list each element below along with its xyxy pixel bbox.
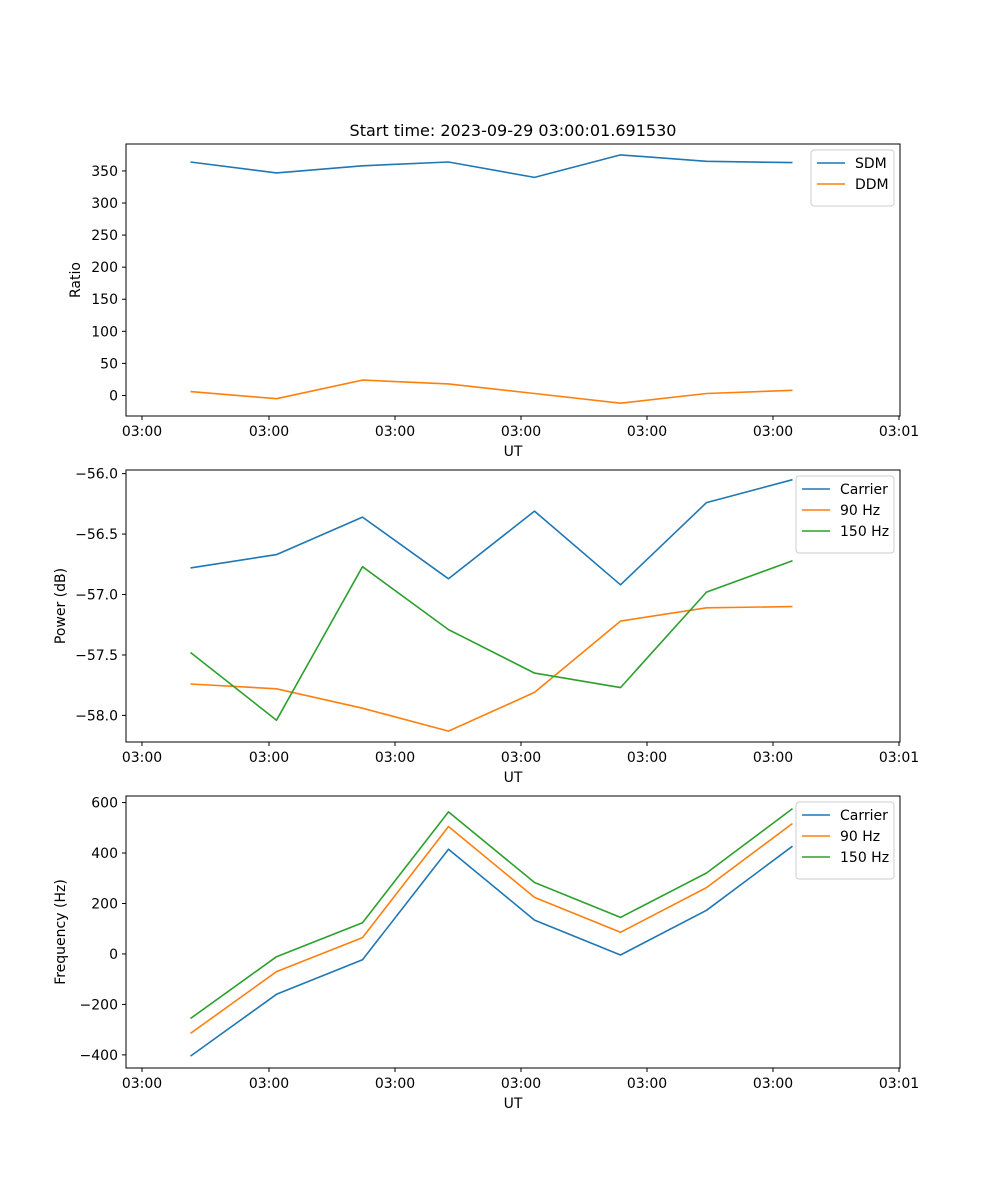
y-tick-label: 200 bbox=[91, 260, 118, 276]
chart-title: Start time: 2023-09-29 03:00:01.691530 bbox=[350, 121, 677, 140]
subplot-3: 03:00 03:00 03:00 03:00 03:00 03:00 03:01 −400 −… bbox=[53, 795, 919, 1112]
subplot-2: 03:00 03:00 03:00 03:00 03:00 03:00 03:01 −58.0… bbox=[53, 467, 919, 786]
x-axis-label: UT bbox=[504, 1096, 523, 1112]
y-tick-label: −57.5 bbox=[75, 648, 118, 664]
axes-frame bbox=[125, 469, 901, 743]
y-axis-label: Frequency (Hz) bbox=[53, 879, 69, 985]
legend: Carrier 90 Hz 150 Hz bbox=[795, 801, 895, 880]
y-tick-label: −200 bbox=[80, 997, 118, 1013]
x-tick-label: 03:00 bbox=[122, 1076, 162, 1092]
x-tick-label: 03:00 bbox=[501, 1076, 541, 1092]
y-tick-label: 100 bbox=[91, 324, 118, 340]
series-line-90-hz bbox=[190, 822, 793, 1035]
series-line-carrier bbox=[190, 478, 793, 586]
x-tick-label: 03:00 bbox=[753, 424, 793, 440]
legend-label: 90 Hz bbox=[840, 829, 880, 845]
y-tick-label: 200 bbox=[91, 896, 118, 912]
x-tick-label: 03:00 bbox=[375, 750, 415, 766]
y-tick-label: 0 bbox=[109, 388, 118, 404]
x-tick-label: 03:00 bbox=[627, 1076, 667, 1092]
x-tick-label: 03:00 bbox=[249, 424, 289, 440]
x-tick-label: 03:00 bbox=[627, 750, 667, 766]
legend-label: Carrier bbox=[840, 808, 888, 824]
x-axis-label: UT bbox=[504, 444, 523, 460]
x-tick-label: 03:01 bbox=[879, 750, 919, 766]
y-tick-label: −58.0 bbox=[75, 708, 118, 724]
x-tick-label: 03:00 bbox=[249, 750, 289, 766]
x-tick-label: 03:00 bbox=[375, 1076, 415, 1092]
x-axis-label: UT bbox=[504, 770, 523, 786]
axes-frame bbox=[125, 143, 901, 417]
y-tick-label: 250 bbox=[91, 228, 118, 244]
y-tick-label: 400 bbox=[91, 846, 118, 862]
y-tick-label: 350 bbox=[91, 164, 118, 180]
legend: Carrier 90 Hz 150 Hz bbox=[795, 475, 895, 554]
series-line-150-hz bbox=[190, 559, 793, 722]
series-line-ddm bbox=[190, 379, 793, 405]
series-line-sdm bbox=[190, 154, 793, 179]
x-tick-label: 03:00 bbox=[753, 750, 793, 766]
y-axis-label: Power (dB) bbox=[53, 568, 69, 644]
y-tick-label: 600 bbox=[91, 796, 118, 812]
series-line-150-hz bbox=[190, 807, 793, 1020]
x-tick-label: 03:00 bbox=[501, 750, 541, 766]
y-axis-label: Ratio bbox=[68, 262, 84, 298]
x-tick-label: 03:00 bbox=[501, 424, 541, 440]
series-line-90-hz bbox=[190, 605, 793, 732]
y-tick-label: 50 bbox=[100, 356, 118, 372]
axes-frame bbox=[125, 795, 901, 1069]
legend-box bbox=[795, 801, 895, 880]
y-tick-label: 150 bbox=[91, 292, 118, 308]
x-tick-label: 03:01 bbox=[879, 424, 919, 440]
y-tick-label: −56.5 bbox=[75, 527, 118, 543]
x-tick-label: 03:00 bbox=[249, 1076, 289, 1092]
y-tick-label: −400 bbox=[80, 1048, 118, 1064]
x-tick-label: 03:00 bbox=[122, 424, 162, 440]
legend-label: 150 Hz bbox=[840, 850, 889, 866]
legend-box bbox=[810, 149, 895, 207]
y-tick-label: 300 bbox=[91, 196, 118, 212]
legend-label: 90 Hz bbox=[840, 503, 880, 519]
legend-label: SDM bbox=[855, 156, 887, 172]
y-tick-label: −56.0 bbox=[75, 467, 118, 483]
x-tick-label: 03:01 bbox=[879, 1076, 919, 1092]
y-tick-label: 0 bbox=[109, 947, 118, 963]
legend: SDM DDM bbox=[810, 149, 895, 207]
x-tick-label: 03:00 bbox=[122, 750, 162, 766]
legend-label: 150 Hz bbox=[840, 524, 889, 540]
y-tick-label: −57.0 bbox=[75, 588, 118, 604]
subplot-1: 03:00 03:00 03:00 03:00 03:00 03:00 03:01 0 50 10… bbox=[68, 121, 919, 460]
legend-label: Carrier bbox=[840, 482, 888, 498]
x-tick-label: 03:00 bbox=[375, 424, 415, 440]
series-line-carrier bbox=[190, 845, 793, 1057]
x-tick-label: 03:00 bbox=[753, 1076, 793, 1092]
legend-box bbox=[795, 475, 895, 554]
legend-label: DDM bbox=[855, 177, 889, 193]
x-tick-label: 03:00 bbox=[627, 424, 667, 440]
